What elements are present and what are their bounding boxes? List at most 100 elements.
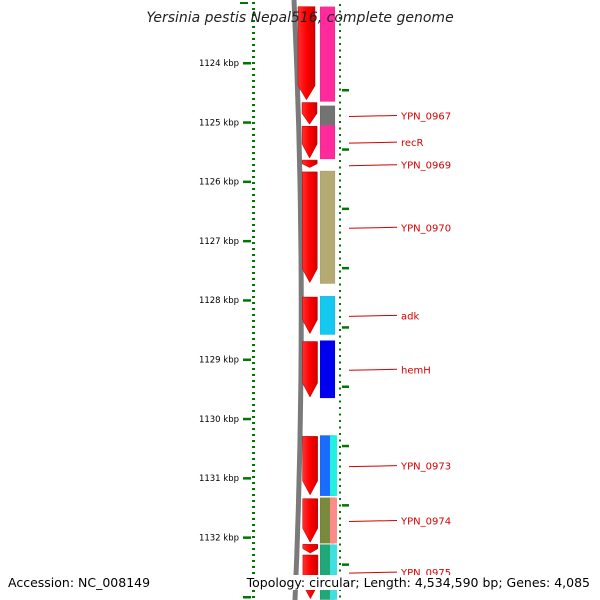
ruler-minor-tick	[252, 200, 255, 202]
track-minor-tick	[339, 309, 341, 312]
ruler-minor-tick	[252, 8, 255, 10]
track-minor-tick	[339, 394, 341, 396]
track-minor-tick	[339, 381, 341, 383]
ruler-minor-tick	[252, 512, 255, 514]
track-minor-tick	[339, 517, 341, 520]
ruler-minor-tick	[252, 386, 255, 388]
ruler-minor-tick	[252, 188, 255, 190]
track-minor-tick	[339, 147, 341, 149]
track-minor-tick	[339, 524, 341, 526]
ruler-minor-tick	[252, 410, 255, 412]
gene-label-leader	[348, 519, 398, 522]
track-minor-tick	[339, 433, 341, 435]
track-minor-tick	[339, 30, 341, 32]
accession-text: Accession: NC_008149	[8, 575, 151, 590]
ruler-minor-tick	[252, 146, 255, 148]
ruler-minor-tick	[252, 74, 255, 76]
ruler-minor-tick	[252, 548, 255, 550]
ruler-minor-tick	[252, 116, 255, 118]
ruler-minor-tick	[252, 20, 255, 22]
track-minor-tick	[339, 465, 341, 468]
gene-feature-box	[330, 544, 337, 600]
ruler-major-tick	[243, 121, 251, 124]
track-minor-tick	[339, 134, 341, 136]
ruler-tick-label: 1124 kbp	[199, 59, 239, 69]
track-major-tick	[342, 207, 349, 211]
track-minor-tick	[339, 212, 341, 214]
ruler-minor-tick	[252, 518, 255, 520]
track-minor-tick	[339, 82, 341, 84]
ruler-minor-tick	[252, 398, 255, 400]
ruler-minor-tick	[252, 314, 255, 316]
gene-feature-box	[319, 170, 336, 284]
track-minor-tick	[339, 108, 341, 110]
track-minor-tick	[339, 43, 341, 45]
gene-feature-box	[319, 125, 336, 160]
ruler-minor-tick	[252, 278, 255, 280]
ruler-minor-tick	[252, 164, 255, 166]
track-minor-tick	[339, 413, 341, 416]
ruler-minor-tick	[252, 242, 255, 244]
track-major-tick	[342, 504, 349, 507]
ruler-minor-tick	[252, 452, 255, 454]
ruler-minor-tick	[252, 470, 255, 472]
track-minor-tick	[339, 218, 341, 221]
track-minor-tick	[339, 329, 341, 331]
map-title: Yersinia pestis Nepal516, complete genom…	[146, 10, 454, 26]
ruler-minor-tick	[252, 2, 255, 4]
track-minor-tick	[339, 62, 341, 65]
ruler-minor-tick	[252, 380, 255, 382]
track-minor-tick	[339, 511, 341, 513]
ruler-tick-label: 1127 kbp	[199, 237, 239, 247]
track-minor-tick	[339, 420, 341, 422]
track-minor-tick	[339, 10, 341, 13]
ruler-minor-tick	[252, 368, 255, 370]
track-minor-tick	[339, 368, 341, 370]
ruler-minor-tick	[252, 68, 255, 70]
track-minor-tick	[339, 374, 341, 377]
ruler-major-tick	[243, 417, 251, 421]
ruler-minor-tick	[252, 128, 255, 130]
ruler-minor-tick	[252, 140, 255, 142]
track-minor-tick	[339, 4, 341, 6]
ruler-minor-tick	[252, 572, 255, 574]
gene-feature-box	[319, 105, 336, 126]
ruler-major-tick	[243, 299, 251, 302]
track-minor-tick	[339, 238, 341, 240]
ruler-minor-tick	[252, 170, 255, 172]
ruler-minor-tick	[252, 254, 255, 256]
ruler-major-tick	[243, 180, 251, 184]
ruler-minor-tick	[252, 464, 255, 466]
track-minor-tick	[339, 589, 341, 591]
track-minor-tick	[339, 244, 341, 247]
ruler-minor-tick	[252, 62, 255, 64]
ruler-minor-tick	[252, 440, 255, 442]
ruler-minor-tick	[252, 122, 255, 124]
ruler-minor-tick	[252, 392, 255, 394]
ruler-major-tick	[243, 536, 251, 539]
ruler-minor-tick	[252, 98, 255, 100]
ruler-tick-label: 1125 kbp	[199, 118, 239, 128]
track-minor-tick	[339, 225, 341, 227]
track-minor-tick	[339, 173, 341, 175]
track-minor-tick	[339, 251, 341, 253]
gene-label: YPN_0975	[400, 568, 451, 579]
track-minor-tick	[339, 595, 341, 598]
feature-track	[319, 6, 337, 600]
ruler-minor-tick	[252, 272, 255, 274]
ruler-minor-tick	[252, 44, 255, 46]
gene-label-leader	[348, 465, 398, 468]
ruler-minor-tick	[252, 152, 255, 154]
gene-label: hemH	[401, 365, 431, 376]
gene-label: YPN_0974	[400, 516, 451, 527]
track-minor-tick	[339, 179, 341, 182]
ruler-minor-tick	[252, 212, 255, 214]
gene-feature-box	[319, 295, 336, 335]
track-major-tick	[342, 444, 349, 448]
ruler-major-tick	[243, 358, 251, 361]
ruler-minor-tick	[252, 542, 255, 544]
ruler-minor-tick	[252, 326, 255, 328]
track-minor-tick	[339, 498, 341, 500]
